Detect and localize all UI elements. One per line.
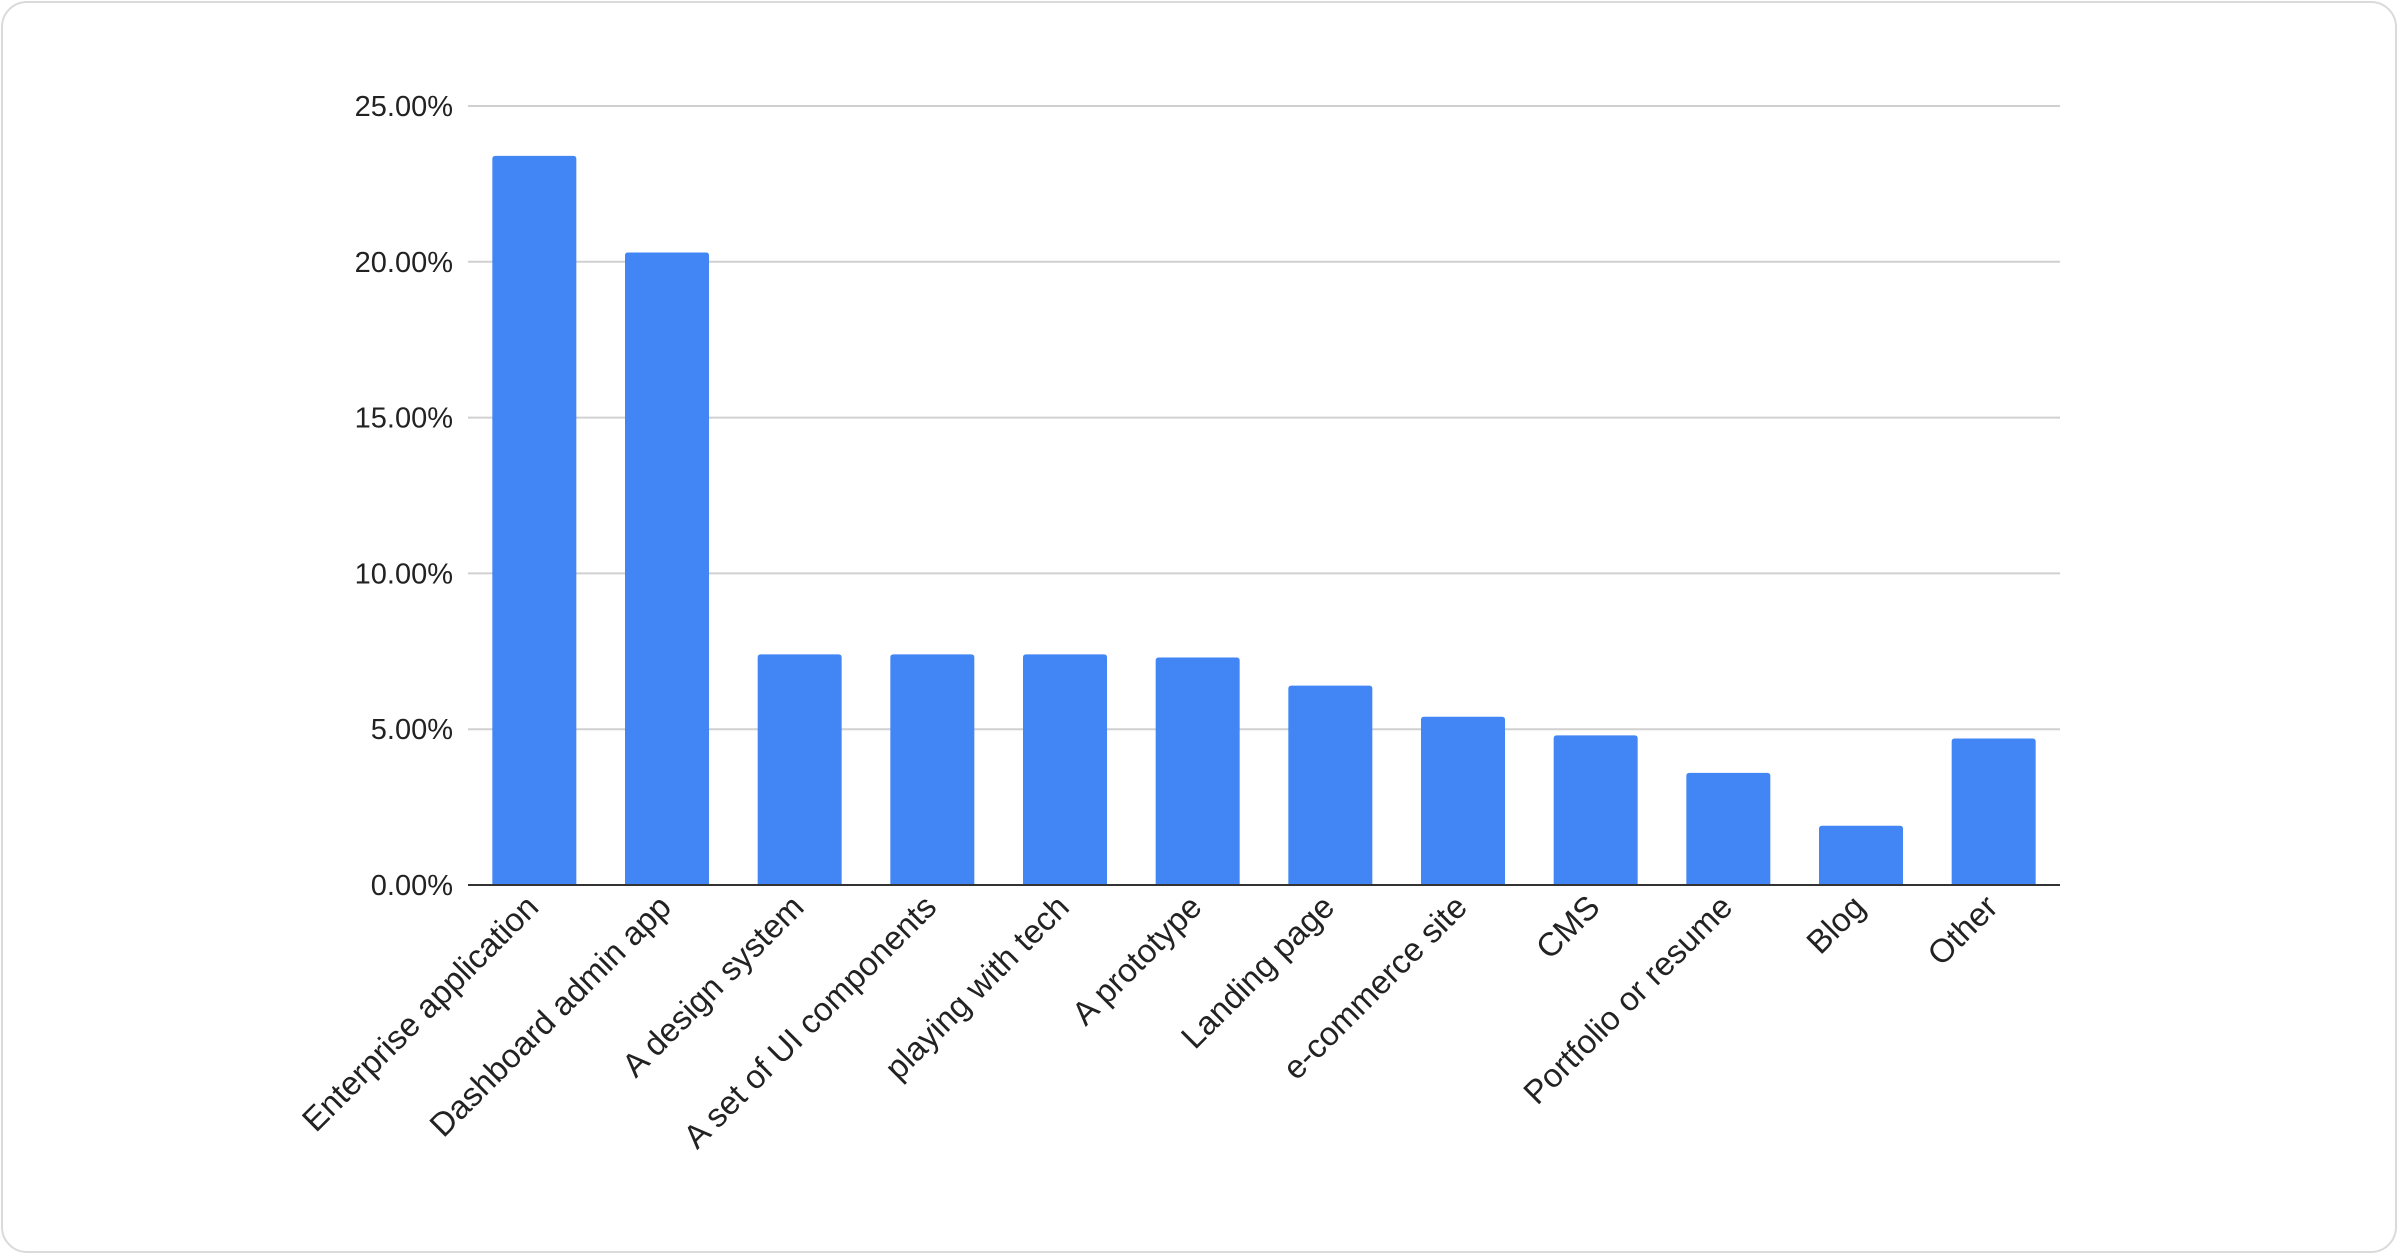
bar (757, 654, 842, 885)
x-tick-label: Other (1920, 888, 2005, 973)
bar (1288, 685, 1373, 885)
bar (1553, 735, 1638, 885)
bar (1819, 825, 1903, 885)
bar (1421, 716, 1505, 885)
bars (492, 155, 2036, 885)
y-tick-label: 5.00% (371, 714, 453, 746)
bar (1155, 657, 1240, 885)
y-tick-label: 10.00% (355, 558, 453, 590)
y-tick-label: 20.00% (355, 247, 453, 279)
y-tick-label: 15.00% (355, 403, 453, 435)
x-tick-label: Dashboard admin app (422, 888, 678, 1144)
bar (1686, 772, 1771, 885)
bar (625, 252, 709, 885)
y-axis-ticks: 0.00% 5.00% 10.00% 15.00% 20.00% 25.00% (355, 91, 453, 902)
bar (1023, 654, 1107, 885)
gridlines (468, 105, 2060, 731)
y-tick-label: 25.00% (355, 91, 453, 123)
bar (492, 155, 577, 885)
x-tick-label: CMS (1529, 888, 1607, 966)
y-tick-label: 0.00% (371, 870, 453, 902)
bar (890, 654, 975, 885)
x-tick-label: A prototype (1064, 888, 1208, 1032)
x-tick-label: Enterprise application (295, 888, 546, 1139)
bar (1951, 738, 2036, 885)
x-tick-label: Blog (1799, 888, 1872, 961)
x-tick-label: A set of UI components (676, 888, 943, 1155)
